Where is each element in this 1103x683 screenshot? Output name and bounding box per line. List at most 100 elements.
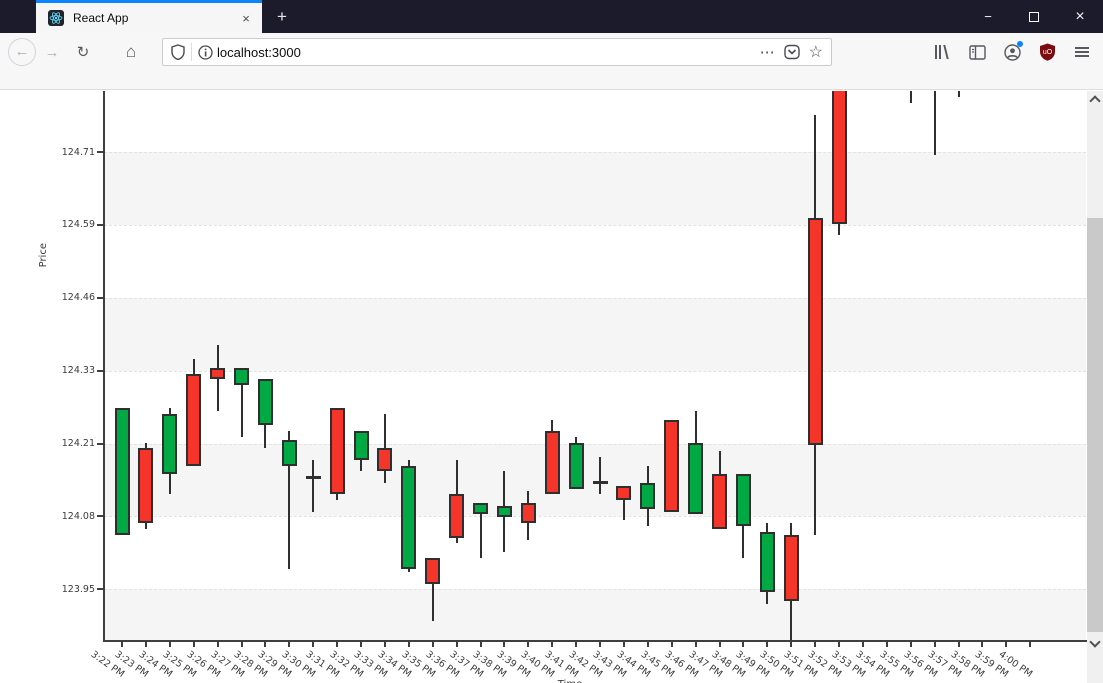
plot-band — [104, 152, 1086, 225]
candle-body[interactable] — [759, 531, 775, 593]
forward-button[interactable]: → — [44, 43, 60, 61]
y-tick-mark — [97, 223, 103, 226]
candlestick-chart[interactable]: 124.71 124.59 124.46 124.33 124.21 124.08 123.… — [0, 91, 1087, 683]
browser-navbar: ← → ↻ ⌂ localhost:3000 ⋯ ☆ — [0, 33, 1103, 71]
x-tick-mark — [694, 642, 697, 647]
page-actions-icon[interactable]: ⋯ — [759, 44, 775, 61]
candle-body[interactable] — [473, 502, 488, 515]
candle-body[interactable] — [568, 442, 584, 489]
candle-wick — [933, 91, 936, 155]
x-tick-mark — [144, 642, 147, 647]
scrollbar-corner — [1087, 666, 1103, 683]
x-tick-mark — [288, 642, 291, 647]
candle-wick — [957, 91, 960, 98]
scrollbar-down-arrow-icon[interactable] — [1089, 636, 1101, 648]
bookmark-star-icon[interactable]: ☆ — [808, 44, 823, 61]
candle-wick — [312, 459, 315, 512]
candle-body[interactable] — [712, 474, 727, 529]
x-tick-mark — [933, 642, 936, 647]
x-tick-mark — [121, 642, 123, 647]
candle-body[interactable] — [353, 431, 369, 460]
x-tick-mark — [240, 642, 243, 647]
candle-body[interactable] — [162, 413, 178, 475]
plot-band — [104, 589, 1086, 640]
ublock-origin-icon[interactable]: uO — [1034, 39, 1060, 65]
y-tick-mark — [97, 588, 103, 591]
candle-body[interactable] — [664, 419, 680, 512]
x-tick-mark — [168, 642, 171, 647]
browser-tab[interactable]: React App × — [36, 0, 262, 33]
x-tick-mark — [861, 642, 864, 647]
x-tick-mark — [599, 642, 601, 647]
maximize-icon — [1029, 11, 1039, 22]
tab-title: React App — [73, 11, 129, 25]
x-tick-mark — [455, 642, 458, 647]
vertical-scrollbar[interactable] — [1087, 91, 1103, 666]
candle-body[interactable] — [783, 534, 799, 601]
site-info-icon[interactable] — [198, 44, 213, 60]
candle-body[interactable] — [138, 448, 154, 524]
candle-body[interactable] — [257, 379, 273, 426]
y-tick-mark — [97, 442, 103, 445]
tab-close-icon[interactable]: × — [242, 10, 250, 26]
candle-body[interactable] — [735, 474, 751, 526]
tracking-protection-shield-icon[interactable] — [171, 44, 185, 60]
x-axis-title: Time — [548, 679, 592, 683]
candle-body[interactable] — [186, 373, 202, 466]
back-button[interactable]: ← — [8, 38, 36, 66]
window-minimize-button[interactable]: − — [984, 9, 992, 24]
candle-body[interactable] — [640, 482, 656, 509]
x-tick-mark — [838, 642, 840, 647]
candle-body[interactable] — [114, 408, 130, 535]
candle-body[interactable] — [688, 442, 704, 515]
candle-body[interactable] — [234, 367, 249, 386]
x-tick-mark — [216, 642, 219, 647]
candle-body[interactable] — [616, 485, 632, 501]
candle-wick — [599, 456, 601, 495]
candle-body[interactable] — [807, 218, 823, 446]
candle-body[interactable] — [831, 91, 847, 224]
window-maximize-button[interactable] — [1011, 0, 1057, 33]
url-text[interactable]: localhost:3000 — [217, 44, 301, 60]
y-tick-label: 124.71 — [61, 146, 95, 158]
menu-hamburger-icon[interactable] — [1069, 39, 1095, 65]
candle-body[interactable] — [377, 448, 393, 472]
account-notification-dot — [1017, 41, 1023, 47]
candle-body[interactable] — [496, 505, 512, 518]
y-gridline — [104, 516, 1086, 518]
candle-body[interactable] — [449, 494, 465, 538]
svg-text:uO: uO — [1042, 49, 1052, 56]
candle-body[interactable] — [210, 367, 226, 380]
y-tick-label: 124.59 — [61, 219, 95, 231]
scrollbar-thumb[interactable] — [1087, 218, 1103, 632]
new-tab-button[interactable]: + — [277, 7, 287, 26]
candle-wick — [479, 502, 482, 558]
candle-doji-body[interactable] — [592, 481, 608, 485]
candle-body[interactable] — [520, 502, 536, 524]
x-tick-mark — [885, 642, 888, 647]
y-tick-label: 124.21 — [61, 438, 95, 450]
y-tick-label: 123.95 — [61, 583, 95, 595]
candle-doji-body[interactable] — [305, 475, 321, 479]
library-icon[interactable] — [929, 39, 955, 65]
account-icon[interactable] — [999, 39, 1025, 65]
x-tick-mark — [814, 642, 817, 647]
candle-wick — [431, 557, 434, 621]
sidebar-toggle-icon[interactable] — [964, 39, 990, 65]
candle-body[interactable] — [425, 557, 441, 584]
candle-wick — [383, 413, 386, 483]
url-bar[interactable]: localhost:3000 ⋯ ☆ — [162, 38, 832, 66]
candle-body[interactable] — [281, 439, 297, 466]
pocket-save-icon[interactable] — [783, 43, 801, 61]
candle-body[interactable] — [544, 431, 560, 495]
x-tick-mark — [407, 642, 410, 647]
y-gridline — [104, 152, 1086, 153]
candle-body[interactable] — [329, 408, 345, 495]
scrollbar-up-arrow-icon[interactable] — [1089, 95, 1101, 107]
home-button[interactable]: ⌂ — [125, 42, 137, 61]
window-close-button[interactable]: × — [1075, 7, 1085, 25]
candle-body[interactable] — [401, 465, 417, 570]
y-gridline — [104, 443, 1086, 445]
x-tick-mark — [718, 642, 721, 647]
reload-button[interactable]: ↻ — [76, 44, 90, 61]
